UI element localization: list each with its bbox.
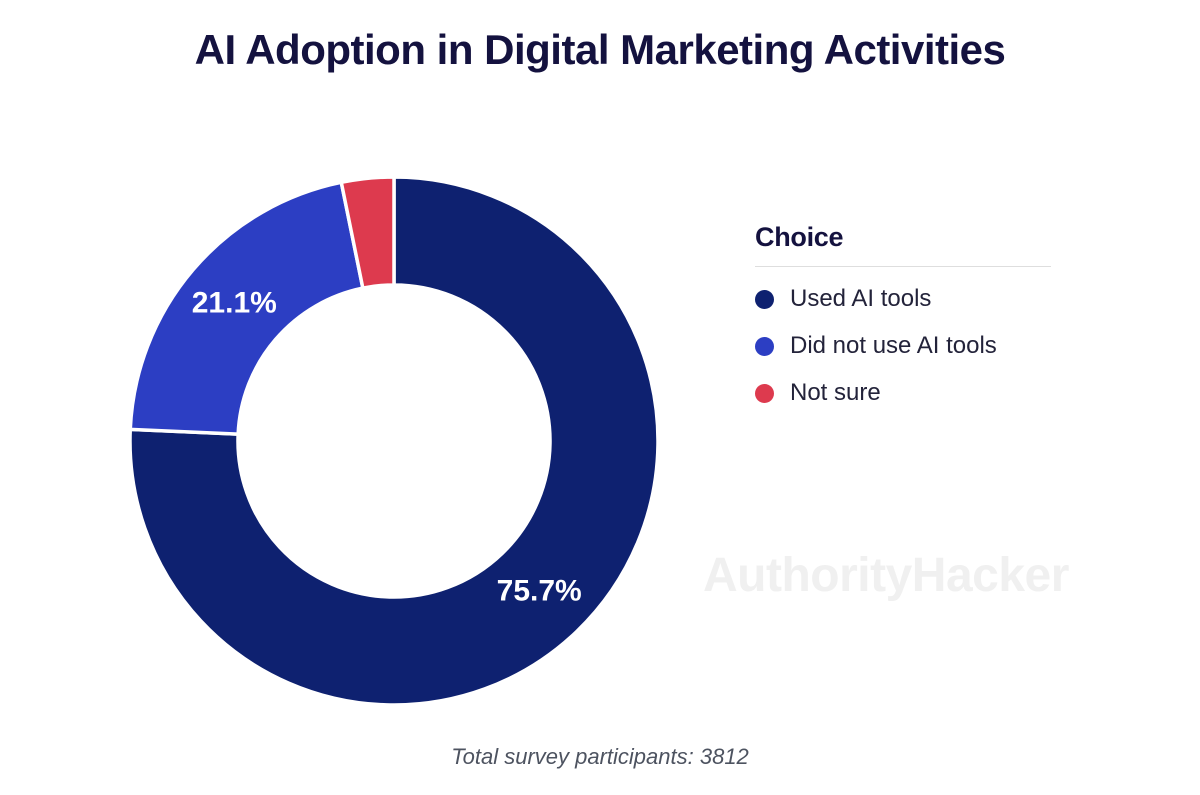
- slice-label-did-not-use-ai-tools: 21.1%: [192, 287, 277, 320]
- donut-segment-used-ai-tools: [128, 175, 660, 707]
- chart-caption: Total survey participants: 3812: [451, 744, 749, 769]
- legend-divider: [755, 266, 1051, 267]
- legend-label-not-sure: Not sure: [790, 379, 881, 406]
- donut-segment-not-sure: [339, 175, 396, 290]
- donut-segment-did-not-use-ai-tools: [128, 180, 365, 436]
- legend-label-did-not-use-ai-tools: Did not use AI tools: [790, 332, 997, 359]
- watermark: AuthorityHacker: [703, 549, 1069, 602]
- legend-label-used-ai-tools: Used AI tools: [790, 285, 932, 312]
- donut-chart-svg: 75.7% 21.1%: [128, 175, 660, 707]
- legend-item-not-sure: Not sure: [755, 379, 1051, 407]
- legend-item-did-not-use-ai-tools: Did not use AI tools: [755, 332, 1051, 360]
- legend-item-used-ai-tools: Used AI tools: [755, 285, 1051, 313]
- donut-chart: 75.7% 21.1%: [124, 171, 664, 711]
- legend-title: Choice: [755, 222, 844, 252]
- legend-dot-used-ai-tools: [755, 289, 774, 309]
- chart-title: AI Adoption in Digital Marketing Activit…: [194, 26, 1006, 73]
- legend-dot-not-sure: [755, 383, 774, 403]
- legend: Choice Used AI tools Did not use AI tool…: [755, 222, 1051, 426]
- legend-dot-did-not-use-ai-tools: [755, 336, 774, 356]
- slice-label-used-ai-tools: 75.7%: [497, 575, 582, 608]
